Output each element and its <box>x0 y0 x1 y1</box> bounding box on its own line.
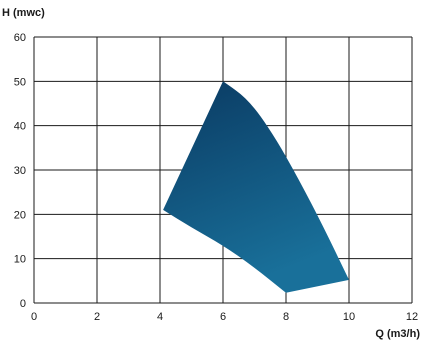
y-tick-label: 60 <box>14 32 26 44</box>
y-tick-label: 10 <box>14 254 26 266</box>
x-tick-label: 10 <box>343 311 355 323</box>
x-tick-label: 8 <box>283 311 289 323</box>
x-tick-label: 0 <box>31 311 37 323</box>
y-tick-label: 40 <box>14 121 26 133</box>
y-tick-label: 30 <box>14 165 26 177</box>
x-tick-label: 4 <box>157 311 163 323</box>
y-tick-label: 50 <box>14 76 26 88</box>
operating-region <box>163 81 349 293</box>
y-axis-label: H (mwc) <box>2 7 45 19</box>
x-axis-ticks: 0 2 4 6 8 10 12 <box>31 311 418 323</box>
x-tick-label: 12 <box>406 311 418 323</box>
y-tick-label: 20 <box>14 209 26 221</box>
y-axis-ticks: 0 10 20 30 40 50 60 <box>14 32 26 310</box>
x-tick-label: 2 <box>94 311 100 323</box>
x-tick-label: 6 <box>220 311 226 323</box>
y-tick-label: 0 <box>20 298 26 310</box>
x-axis-label: Q (m3/h) <box>375 328 420 340</box>
